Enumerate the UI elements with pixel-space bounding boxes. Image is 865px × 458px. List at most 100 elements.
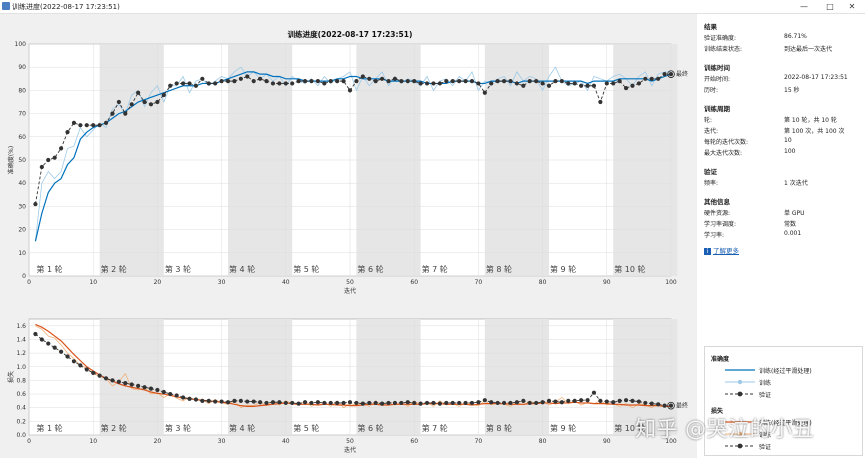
- validation-point: [585, 83, 590, 88]
- other-info-title: 其他信息: [704, 198, 730, 206]
- x-tick-label: 40: [282, 279, 290, 286]
- validation-point: [103, 376, 109, 381]
- validation-point: [91, 370, 96, 376]
- validation-point: [367, 76, 372, 81]
- loss-chart: 0.0 0.2 0.4 0.6 0.8 1.0 1.2 1.4 1.6 0 10 20 30 40 50 60…: [7, 318, 688, 454]
- validation-point: [501, 400, 507, 406]
- y-tick-label: 0.6: [16, 391, 26, 398]
- validation-point: [33, 201, 38, 207]
- y-tick-label: 70: [18, 111, 26, 118]
- y-tick-label: 30: [18, 203, 26, 210]
- epoch-label: 轮:: [704, 117, 713, 124]
- y-tick-label: 1.4: [16, 336, 26, 343]
- maximize-button[interactable]: □: [826, 2, 834, 11]
- validation-point: [174, 393, 179, 398]
- validation-point: [270, 81, 276, 86]
- validation-point: [399, 400, 404, 406]
- result-title: 结果: [704, 23, 717, 31]
- x-tick-label: 10: [89, 438, 97, 445]
- validation-point: [508, 400, 513, 406]
- validation-title: 验证: [704, 168, 717, 176]
- validation-point: [643, 400, 648, 406]
- minimize-button[interactable]: —: [800, 2, 808, 11]
- elapsed-label: 历时:: [704, 87, 719, 94]
- cycle-title: 训练周期: [704, 105, 730, 113]
- epoch-label: 第 6 轮: [357, 423, 383, 433]
- start-time-value: 2022-08-17 17:23:51: [784, 74, 848, 81]
- validation-point: [636, 399, 642, 404]
- y-tick-label: 0.0: [16, 432, 26, 439]
- validation-point: [514, 81, 520, 86]
- validation-point: [193, 83, 199, 88]
- result-accuracy-value: 86.71%: [784, 33, 807, 40]
- learn-more-link[interactable]: i 了解更多: [704, 245, 739, 255]
- validation-point: [155, 387, 160, 393]
- validation-point: [386, 400, 391, 406]
- max-iter-label: 最大迭代次数:: [704, 150, 743, 157]
- validation-point: [373, 79, 378, 84]
- result-status-label: 训练结束状态:: [704, 46, 743, 53]
- validation-point: [97, 373, 102, 378]
- validation-point: [662, 72, 667, 77]
- epoch-label: 第 1 轮: [36, 264, 62, 274]
- validation-point: [649, 76, 654, 81]
- validation-point: [110, 111, 115, 116]
- validation-point: [116, 379, 121, 384]
- validation-point: [457, 79, 462, 84]
- x-tick-label: 40: [282, 438, 290, 445]
- validation-point: [360, 74, 365, 79]
- lr-schedule-label: 学习率调度:: [704, 221, 737, 228]
- legend-acc-raw-swatch: [725, 379, 755, 385]
- validation-point: [296, 79, 301, 84]
- validation-point: [431, 81, 436, 86]
- legend-loss-valid-text: 验证: [759, 444, 772, 451]
- epoch-label: 第 1 轮: [36, 423, 62, 433]
- x-tick-label: 50: [346, 438, 354, 445]
- validation-point: [161, 389, 166, 395]
- validation-point: [527, 79, 532, 84]
- validation-point: [482, 398, 487, 403]
- epoch-label: 第 3 轮: [165, 264, 191, 274]
- y-axis-label: 准确度(%): [7, 146, 15, 174]
- x-tick-label: 80: [539, 279, 547, 286]
- validation-point: [129, 102, 134, 107]
- validation-point: [437, 401, 442, 406]
- x-tick-label: 20: [154, 279, 162, 286]
- validation-point: [591, 83, 597, 88]
- x-tick-label: 0: [27, 279, 31, 286]
- validation-point: [225, 400, 231, 405]
- y-tick-label: 1.0: [16, 364, 26, 371]
- lr-value: 0.001: [784, 230, 802, 237]
- validation-point: [386, 79, 391, 84]
- x-tick-label: 90: [603, 438, 611, 445]
- validation-point: [328, 400, 333, 406]
- close-button[interactable]: ✕: [848, 2, 856, 11]
- validation-point: [78, 123, 83, 128]
- validation-point: [623, 85, 629, 91]
- start-time-label: 开始时间:: [704, 76, 731, 83]
- validation-point: [315, 400, 320, 405]
- validation-point: [585, 398, 590, 403]
- validation-point: [174, 81, 179, 86]
- validation-point: [521, 398, 526, 403]
- validation-point: [71, 359, 77, 364]
- validation-point: [148, 386, 154, 391]
- x-tick-label: 30: [218, 279, 226, 286]
- validation-point: [290, 400, 295, 406]
- info-icon: i: [704, 247, 711, 255]
- validation-point: [623, 398, 629, 403]
- frequency-value: 1 次迭代: [784, 180, 808, 187]
- epoch-label: 第 7 轮: [422, 423, 448, 433]
- time-title: 训练时间: [704, 64, 730, 72]
- validation-point: [129, 382, 134, 387]
- legend-loss-title: 损失: [711, 408, 724, 415]
- epoch-label: 第 8 轮: [486, 423, 512, 433]
- validation-point: [476, 400, 481, 405]
- validation-point: [457, 400, 462, 406]
- y-tick-label: 0.2: [16, 418, 26, 425]
- validation-point: [213, 399, 218, 404]
- validation-point: [232, 79, 237, 84]
- legend-accuracy-title: 准确度: [711, 356, 730, 363]
- validation-point: [193, 397, 199, 402]
- validation-point: [611, 81, 616, 86]
